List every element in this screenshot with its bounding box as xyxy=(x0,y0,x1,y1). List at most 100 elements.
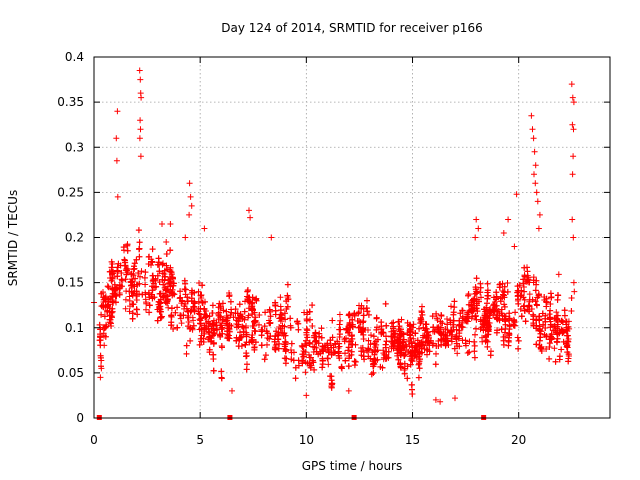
x-tick-label: 15 xyxy=(405,433,420,447)
data-point xyxy=(268,234,275,241)
data-point xyxy=(332,341,339,348)
data-point xyxy=(560,338,567,345)
data-point xyxy=(113,157,120,164)
data-point xyxy=(372,344,379,350)
data-point xyxy=(555,321,561,328)
data-point xyxy=(149,287,156,294)
data-point xyxy=(388,320,395,327)
data-point xyxy=(536,342,543,348)
data-point xyxy=(251,344,258,351)
data-point xyxy=(185,319,192,325)
data-point xyxy=(459,337,466,344)
data-point xyxy=(506,310,513,317)
data-point xyxy=(570,279,577,286)
data-point xyxy=(398,330,405,337)
data-point xyxy=(146,253,153,260)
data-point xyxy=(187,324,194,331)
data-point xyxy=(511,243,518,250)
data-point xyxy=(389,333,396,340)
data-point xyxy=(163,292,170,299)
data-point xyxy=(378,329,385,336)
data-point xyxy=(472,331,478,338)
data-point xyxy=(385,348,392,355)
data-point xyxy=(546,355,553,362)
data-point xyxy=(370,369,377,376)
data-point xyxy=(423,326,430,332)
data-point xyxy=(329,317,336,324)
data-point xyxy=(439,332,445,339)
data-point xyxy=(113,293,120,299)
data-point xyxy=(404,375,411,382)
data-point xyxy=(183,342,190,349)
data-point xyxy=(264,341,270,348)
data-point xyxy=(513,191,520,198)
data-point xyxy=(143,306,149,313)
data-point xyxy=(197,321,204,327)
data-point xyxy=(277,294,284,301)
data-point xyxy=(466,349,473,355)
data-point xyxy=(569,94,576,101)
data-point xyxy=(530,277,537,284)
y-tick-label: 0.3 xyxy=(65,140,84,154)
data-point xyxy=(137,126,144,133)
data-point xyxy=(478,318,484,325)
data-point xyxy=(158,313,165,320)
data-point xyxy=(303,392,310,399)
data-point xyxy=(306,351,312,358)
data-point xyxy=(536,328,543,334)
data-point xyxy=(108,258,115,265)
data-point xyxy=(490,311,497,318)
data-point xyxy=(553,329,560,336)
data-point xyxy=(122,296,129,303)
data-point xyxy=(98,357,105,364)
data-point xyxy=(272,342,279,348)
data-point xyxy=(201,225,208,232)
data-point xyxy=(137,117,144,124)
data-point xyxy=(320,348,327,355)
data-point xyxy=(533,317,540,324)
data-point xyxy=(115,260,122,267)
data-point xyxy=(543,299,550,306)
data-point xyxy=(325,361,332,368)
data-point xyxy=(395,346,402,353)
data-point xyxy=(390,323,397,330)
data-point xyxy=(163,239,170,245)
data-point xyxy=(472,313,479,320)
data-point xyxy=(542,325,549,331)
data-point xyxy=(273,328,280,335)
data-point xyxy=(202,298,208,305)
data-point xyxy=(217,333,224,340)
data-point xyxy=(451,298,458,305)
data-point xyxy=(346,353,353,359)
data-point xyxy=(346,311,353,318)
data-point xyxy=(124,247,131,254)
data-point xyxy=(159,221,165,227)
data-point xyxy=(464,350,471,356)
data-point xyxy=(129,278,136,285)
y-tick-label: 0.35 xyxy=(57,95,84,109)
data-point xyxy=(304,309,311,316)
data-point xyxy=(371,340,378,347)
data-points xyxy=(91,67,578,420)
data-point xyxy=(136,245,143,252)
data-point xyxy=(535,225,542,232)
data-point xyxy=(187,337,194,344)
data-point xyxy=(256,312,263,318)
data-point xyxy=(249,294,256,301)
data-point xyxy=(132,275,139,282)
data-point xyxy=(337,317,344,324)
data-point xyxy=(131,283,138,290)
data-point xyxy=(130,272,137,279)
data-point xyxy=(470,307,477,314)
data-point xyxy=(253,297,260,304)
data-point xyxy=(311,334,318,341)
data-point xyxy=(563,321,570,328)
data-point xyxy=(109,275,116,282)
data-point xyxy=(561,307,568,314)
data-point xyxy=(520,294,527,301)
data-point xyxy=(298,342,305,349)
data-point xyxy=(465,309,472,316)
data-point xyxy=(564,332,571,339)
data-point xyxy=(201,305,208,312)
data-point xyxy=(432,361,439,368)
